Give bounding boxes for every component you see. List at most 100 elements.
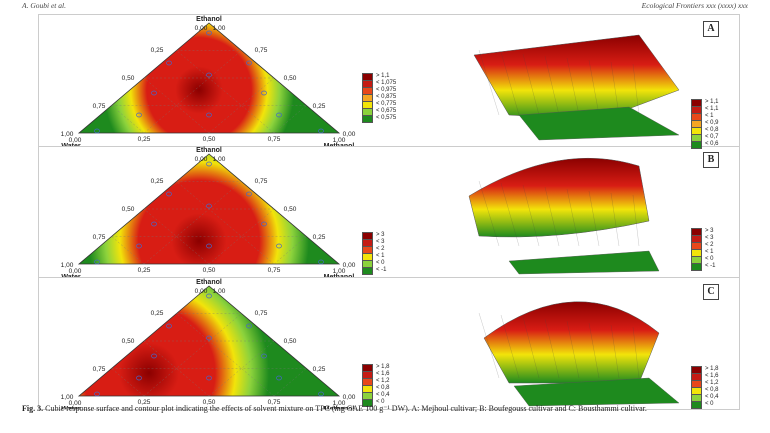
figure-panel-b: Ethanol 0,00 1,00 0,25 0,50 0,75 0,75 0,50 0,25 0… — [38, 146, 740, 278]
legend-entry: < 0,575 — [362, 114, 397, 123]
tick-label: 0,25 — [138, 136, 151, 143]
design-point-marker — [151, 90, 157, 96]
tick-label: 0,50 — [284, 206, 297, 213]
legend-label: > 1,8 — [705, 366, 719, 372]
legend-label: > 1,8 — [376, 364, 390, 370]
design-point-marker — [151, 353, 157, 359]
response-surface-3d — [473, 34, 680, 141]
tick-label: 0,50 — [122, 206, 135, 213]
panel-letter: A — [703, 21, 719, 37]
tick-label: 0,00 — [69, 268, 82, 275]
tick-label: 0,50 — [122, 338, 135, 345]
contour-legend: > 3 < 3 < 2 < 1 < 0 < -1 — [362, 231, 387, 275]
tick-label: 1,00 — [213, 25, 226, 32]
tick-label: 0,25 — [151, 310, 164, 317]
legend-label: > 3 — [376, 232, 385, 238]
legend-label: < 1 — [376, 253, 385, 259]
legend-label: < 0 — [376, 399, 385, 405]
legend-swatch — [362, 114, 373, 123]
design-point-marker — [246, 191, 252, 197]
legend-label: < 0,575 — [376, 115, 397, 121]
legend-label: < 0,6 — [705, 141, 719, 147]
axis-label-methanol: Methanol — [324, 406, 355, 409]
tick-label: 0,75 — [93, 234, 106, 241]
legend-label: < 1,075 — [376, 80, 397, 86]
legend-entry: < -1 — [691, 262, 716, 271]
surface-legend: > 1,8 < 1,6 < 1,2 < 0,8 < 0,4 < 0 — [691, 365, 719, 409]
legend-label: < 0,9 — [705, 120, 719, 126]
running-header-right: Ecological Frontiers xxx (xxxx) xxx — [641, 1, 748, 10]
design-point-marker — [206, 375, 212, 381]
design-point-marker — [246, 60, 252, 66]
legend-label: < 0,7 — [705, 134, 719, 140]
surface-mesh — [468, 157, 650, 238]
design-point-marker — [136, 243, 142, 249]
running-header-left: A. Goubi et al. — [22, 1, 66, 10]
tick-label: 0,25 — [138, 399, 151, 406]
legend-swatch — [691, 262, 702, 271]
legend-label: < 0,975 — [376, 87, 397, 93]
design-point-marker — [166, 323, 172, 329]
tick-label: 1,00 — [333, 268, 346, 275]
legend-swatch — [362, 266, 373, 275]
design-point-marker — [94, 259, 100, 265]
tick-label: 1,00 — [61, 394, 74, 401]
legend-label: < 2 — [705, 242, 714, 248]
tick-label: 0,25 — [313, 366, 326, 373]
design-point-marker — [261, 221, 267, 227]
design-point-marker — [206, 293, 212, 299]
legend-label: < 1 — [705, 113, 714, 119]
legend-label: < 1,1 — [705, 106, 719, 112]
legend-label: < 3 — [376, 239, 385, 245]
design-point-marker — [276, 112, 282, 118]
axis-label-water: Water — [61, 406, 80, 409]
legend-label: > 1,1 — [376, 73, 390, 79]
tick-label: 0,25 — [313, 103, 326, 110]
tick-label: 0,75 — [268, 267, 281, 274]
design-point-marker — [246, 323, 252, 329]
legend-label: < 1,6 — [705, 373, 719, 379]
contour-projection — [508, 250, 660, 275]
axis-label-water: Water — [61, 274, 80, 277]
design-point-marker — [318, 259, 324, 265]
legend-label: < 1,2 — [376, 378, 390, 384]
legend-label: > 3 — [705, 228, 714, 234]
legend-label: < 0,675 — [376, 108, 397, 114]
legend-label: < -1 — [705, 263, 716, 269]
legend-label: < 3 — [705, 235, 714, 241]
tick-label: 0,00 — [343, 131, 356, 138]
legend-label: < 0,8 — [705, 387, 719, 393]
legend-swatch — [362, 398, 373, 407]
legend-label: < 0 — [705, 256, 714, 262]
legend-label: < 0,4 — [705, 394, 719, 400]
design-point-marker — [151, 221, 157, 227]
design-point-marker — [136, 375, 142, 381]
legend-label: < 0,775 — [376, 101, 397, 107]
legend-label: < 1,6 — [376, 371, 390, 377]
contour-projection — [518, 106, 680, 141]
tick-label: 0,25 — [151, 178, 164, 185]
legend-label: < 0,8 — [376, 385, 390, 391]
legend-label: < 0,4 — [376, 392, 390, 398]
design-point-marker — [94, 128, 100, 134]
tick-label: 0,25 — [138, 267, 151, 274]
legend-label: < -1 — [376, 267, 387, 273]
tick-label: 1,00 — [213, 156, 226, 163]
axis-label-ethanol: Ethanol — [196, 16, 222, 23]
tick-label: 0,50 — [203, 399, 216, 406]
design-point-marker — [166, 60, 172, 66]
legend-label: < 0 — [376, 260, 385, 266]
legend-entry: < 0 — [362, 398, 390, 407]
legend-swatch — [691, 140, 702, 149]
legend-entry: < 0 — [691, 400, 719, 409]
tick-label: 1,00 — [61, 262, 74, 269]
response-surface-3d — [478, 301, 680, 407]
design-point-marker — [206, 335, 212, 341]
design-point-marker — [206, 112, 212, 118]
design-point-marker — [318, 128, 324, 134]
tick-label: 0,50 — [203, 136, 216, 143]
tick-label: 0,75 — [268, 399, 281, 406]
legend-label: < 1,2 — [705, 380, 719, 386]
